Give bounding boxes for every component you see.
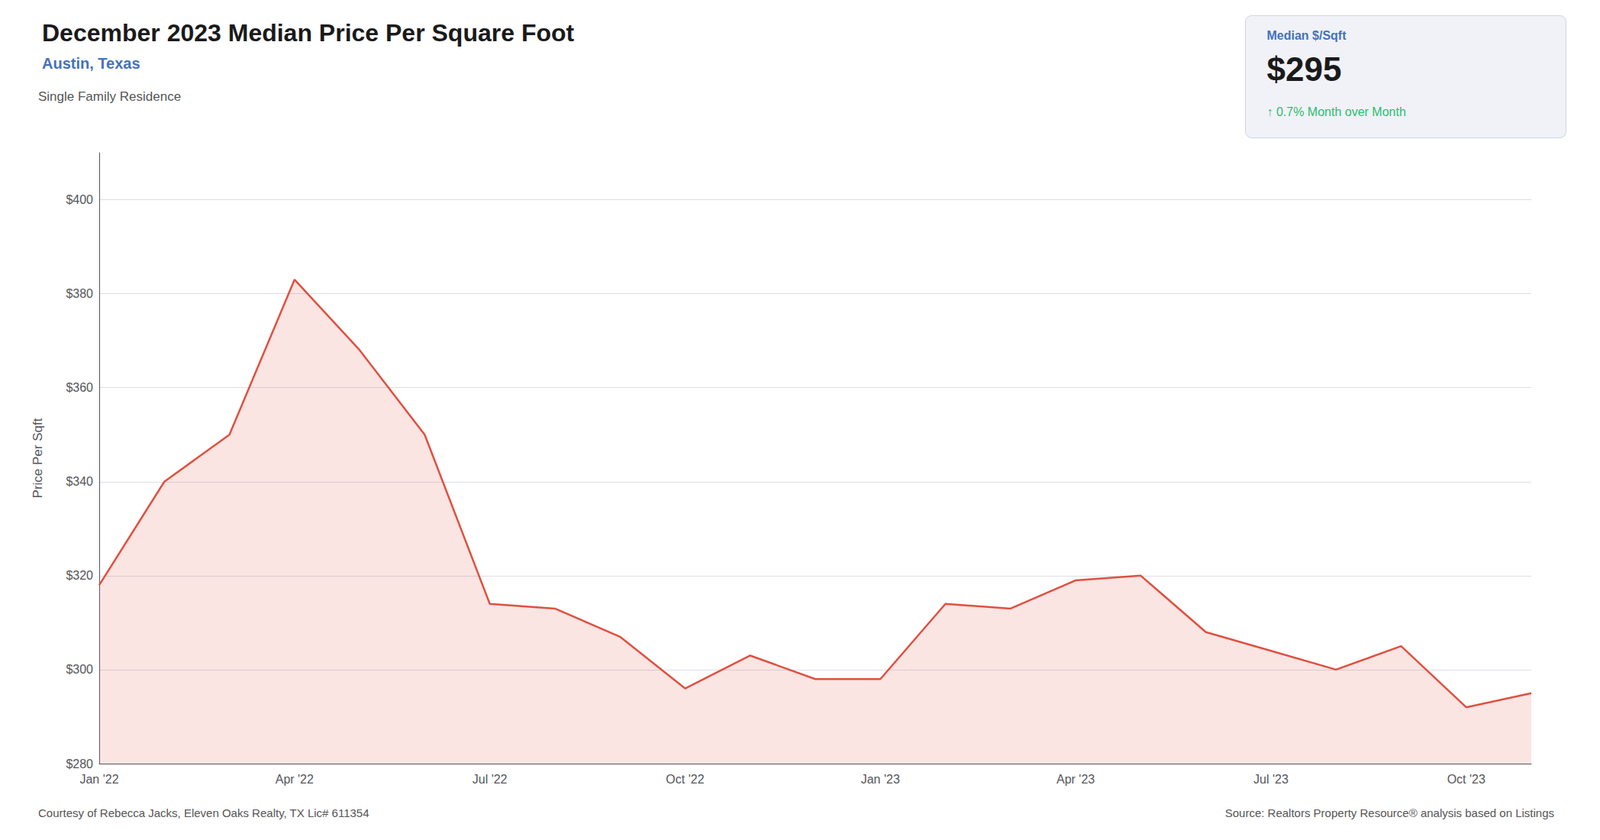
svg-text:Jul '23: Jul '23 [1253,772,1289,786]
svg-text:Price Per Sqft: Price Per Sqft [30,417,46,498]
svg-text:Oct '22: Oct '22 [665,772,704,786]
svg-text:December 2023 Median Price Per: December 2023 Median Price Per Square Fo… [41,19,575,47]
svg-text:$320: $320 [65,568,94,582]
svg-text:Apr '23: Apr '23 [1056,772,1095,786]
svg-text:Courtesy of Rebecca Jacks, Ele: Courtesy of Rebecca Jacks, Eleven Oaks R… [38,806,370,820]
svg-text:$400: $400 [65,193,94,207]
svg-text:Jul '22: Jul '22 [472,772,508,786]
svg-text:↑ 0.7% Month over Month: ↑ 0.7% Month over Month [1267,105,1407,119]
svg-text:Apr '22: Apr '22 [275,772,314,786]
svg-text:$295: $295 [1267,50,1342,88]
svg-text:$360: $360 [65,380,94,394]
svg-text:Jan '22: Jan '22 [79,772,119,786]
svg-text:$300: $300 [65,662,94,676]
svg-text:Austin, Texas: Austin, Texas [41,54,141,72]
svg-text:Single Family Residence: Single Family Residence [38,89,181,104]
svg-text:Jan '23: Jan '23 [861,772,900,786]
svg-text:$340: $340 [65,474,94,488]
svg-text:Oct '23: Oct '23 [1447,772,1486,786]
svg-text:Source: Realtors Property Reso: Source: Realtors Property Resource® anal… [1225,806,1555,820]
svg-text:$280: $280 [65,757,94,771]
svg-text:$380: $380 [65,287,94,300]
svg-text:Median $/Sqft: Median $/Sqft [1267,29,1348,42]
